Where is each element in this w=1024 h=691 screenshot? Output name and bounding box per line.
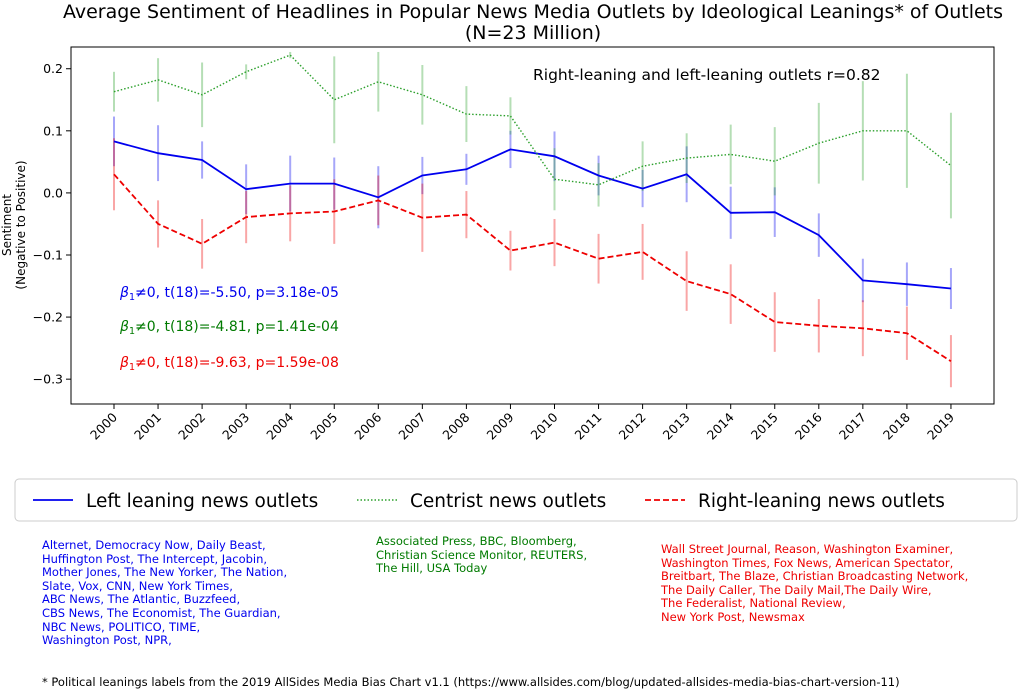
y-tick-label: 0.0	[43, 185, 63, 200]
x-tick-label: 2000	[87, 409, 120, 442]
x-tick-label: 2011	[572, 410, 605, 443]
y-tick-label: 0.2	[43, 61, 63, 76]
right-outlets-list: Wall Street Journal, Reason, Washington …	[661, 542, 969, 625]
beta-symbol: β	[119, 285, 129, 301]
series-line-left	[113, 140, 951, 290]
centrist-outlets-line: Associated Press, BBC, Bloomberg,	[376, 534, 577, 548]
right-outlets-line: Breitbart, The Blaze, Christian Broadcas…	[661, 569, 969, 584]
left-outlets-line: ABC News, The Atlantic, Buzzfeed,	[42, 592, 241, 607]
y-tick-label: −0.1	[33, 247, 63, 262]
chart-title: Average Sentiment of Headlines in Popula…	[63, 1, 1003, 23]
series-line-right	[113, 173, 952, 362]
correlation-annotation: Right-leaning and left-leaning outlets r…	[533, 66, 881, 84]
plot-frame	[70, 46, 995, 405]
x-tick-label: 2004	[263, 409, 296, 442]
x-tick-label: 2005	[307, 410, 340, 443]
beta-subscript: 1	[129, 326, 135, 337]
beta-subscript: 1	[129, 362, 135, 373]
centrist-outlets-list: Associated Press, BBC, Bloomberg, Christ…	[376, 534, 588, 576]
centrist-outlets-line: The Hill, USA Today	[376, 561, 488, 576]
x-tick-label: 2016	[792, 409, 825, 442]
x-tick-label: 2007	[395, 410, 428, 443]
x-tick-label: 2017	[836, 410, 869, 443]
x-tick-label: 2006	[351, 409, 384, 442]
series-lines	[113, 54, 952, 362]
x-tick-label: 2008	[439, 409, 472, 442]
x-tick-label: 2009	[483, 409, 516, 442]
x-tick-label: 2013	[660, 410, 693, 443]
left-outlets-line: Huffington Post, The Intercept, Jacobin,	[42, 551, 268, 566]
y-axis-label: Sentiment	[0, 194, 14, 256]
x-tick-label: 2002	[175, 410, 208, 443]
right-outlets-line: New York Post, Newsmax	[661, 609, 805, 624]
axes: 0.2 0.1 0.0 −0.1 −0.2 −0.3 2000 2001 2002 2003 200…	[33, 46, 995, 443]
footnote: * Political leanings labels from the 201…	[42, 675, 900, 689]
left-outlets-line: NBC News, POLITICO, TIME,	[42, 619, 201, 634]
beta-subscript: 1	[129, 292, 135, 303]
legend-label-right: Right-leaning news outlets	[698, 491, 945, 512]
x-tick-label: 2018	[880, 409, 913, 442]
x-tick-label: 2010	[528, 409, 561, 442]
legend-label-centrist: Centrist news outlets	[410, 491, 606, 512]
x-tick-label: 2015	[748, 410, 781, 443]
stat-annotation: β1≠0, t(18)=-5.50, p=3.18e-05	[119, 285, 339, 303]
stat-text: ≠0, t(18)=-5.50, p=3.18e-05	[135, 285, 339, 301]
right-outlets-line: Wall Street Journal, Reason, Washington …	[661, 542, 954, 556]
left-outlets-line: Mother Jones, The New Yorker, The Nation…	[42, 565, 288, 580]
beta-symbol: β	[119, 319, 129, 335]
legend: Left leaning news outlets Centrist news …	[14, 478, 1018, 522]
y-tick-label: 0.1	[43, 123, 63, 138]
stat-text: ≠0, t(18)=-9.63, p=1.59e-08	[135, 355, 339, 371]
left-outlets-list: Alternet, Democracy Now, Daily Beast, Hu…	[42, 538, 288, 648]
stat-annotation: β1≠0, t(18)=-9.63, p=1.59e-08	[119, 355, 339, 373]
beta-symbol: β	[119, 355, 129, 371]
left-outlets-line: CBS News, The Economist, The Guardian,	[42, 605, 281, 620]
x-tick-label: 2012	[616, 410, 649, 443]
right-outlets-line: The Daily Caller, The Daily Mail,The Dai…	[661, 582, 932, 597]
x-tick-label: 2014	[704, 409, 737, 442]
error-bars	[113, 51, 952, 388]
left-outlets-line: Slate, Vox, CNN, New York Times,	[42, 578, 233, 593]
stat-annotation: β1≠0, t(18)=-4.81, p=1.41e-04	[119, 319, 339, 337]
y-axis-sublabel: (Negative to Positive)	[14, 160, 28, 289]
left-outlets-line: Washington Post, NPR,	[42, 633, 172, 648]
y-tick-label: −0.3	[33, 372, 63, 387]
right-outlets-line: The Federalist, National Review,	[661, 596, 846, 611]
chart-subtitle: (N=23 Million)	[465, 22, 601, 44]
x-tick-label: 2003	[219, 410, 252, 443]
stat-text: ≠0, t(18)=-4.81, p=1.41e-04	[135, 319, 339, 335]
legend-label-left: Left leaning news outlets	[86, 491, 318, 512]
left-outlets-line: Alternet, Democracy Now, Daily Beast,	[42, 538, 266, 552]
y-tick-label: −0.2	[33, 310, 63, 325]
x-tick-label: 2019	[924, 409, 957, 442]
right-outlets-line: Washington Times, Fox News, American Spe…	[661, 555, 954, 570]
legend-box	[14, 478, 1018, 522]
centrist-outlets-line: Christian Science Monitor, REUTERS,	[376, 547, 588, 562]
x-tick-label: 2001	[131, 410, 164, 443]
